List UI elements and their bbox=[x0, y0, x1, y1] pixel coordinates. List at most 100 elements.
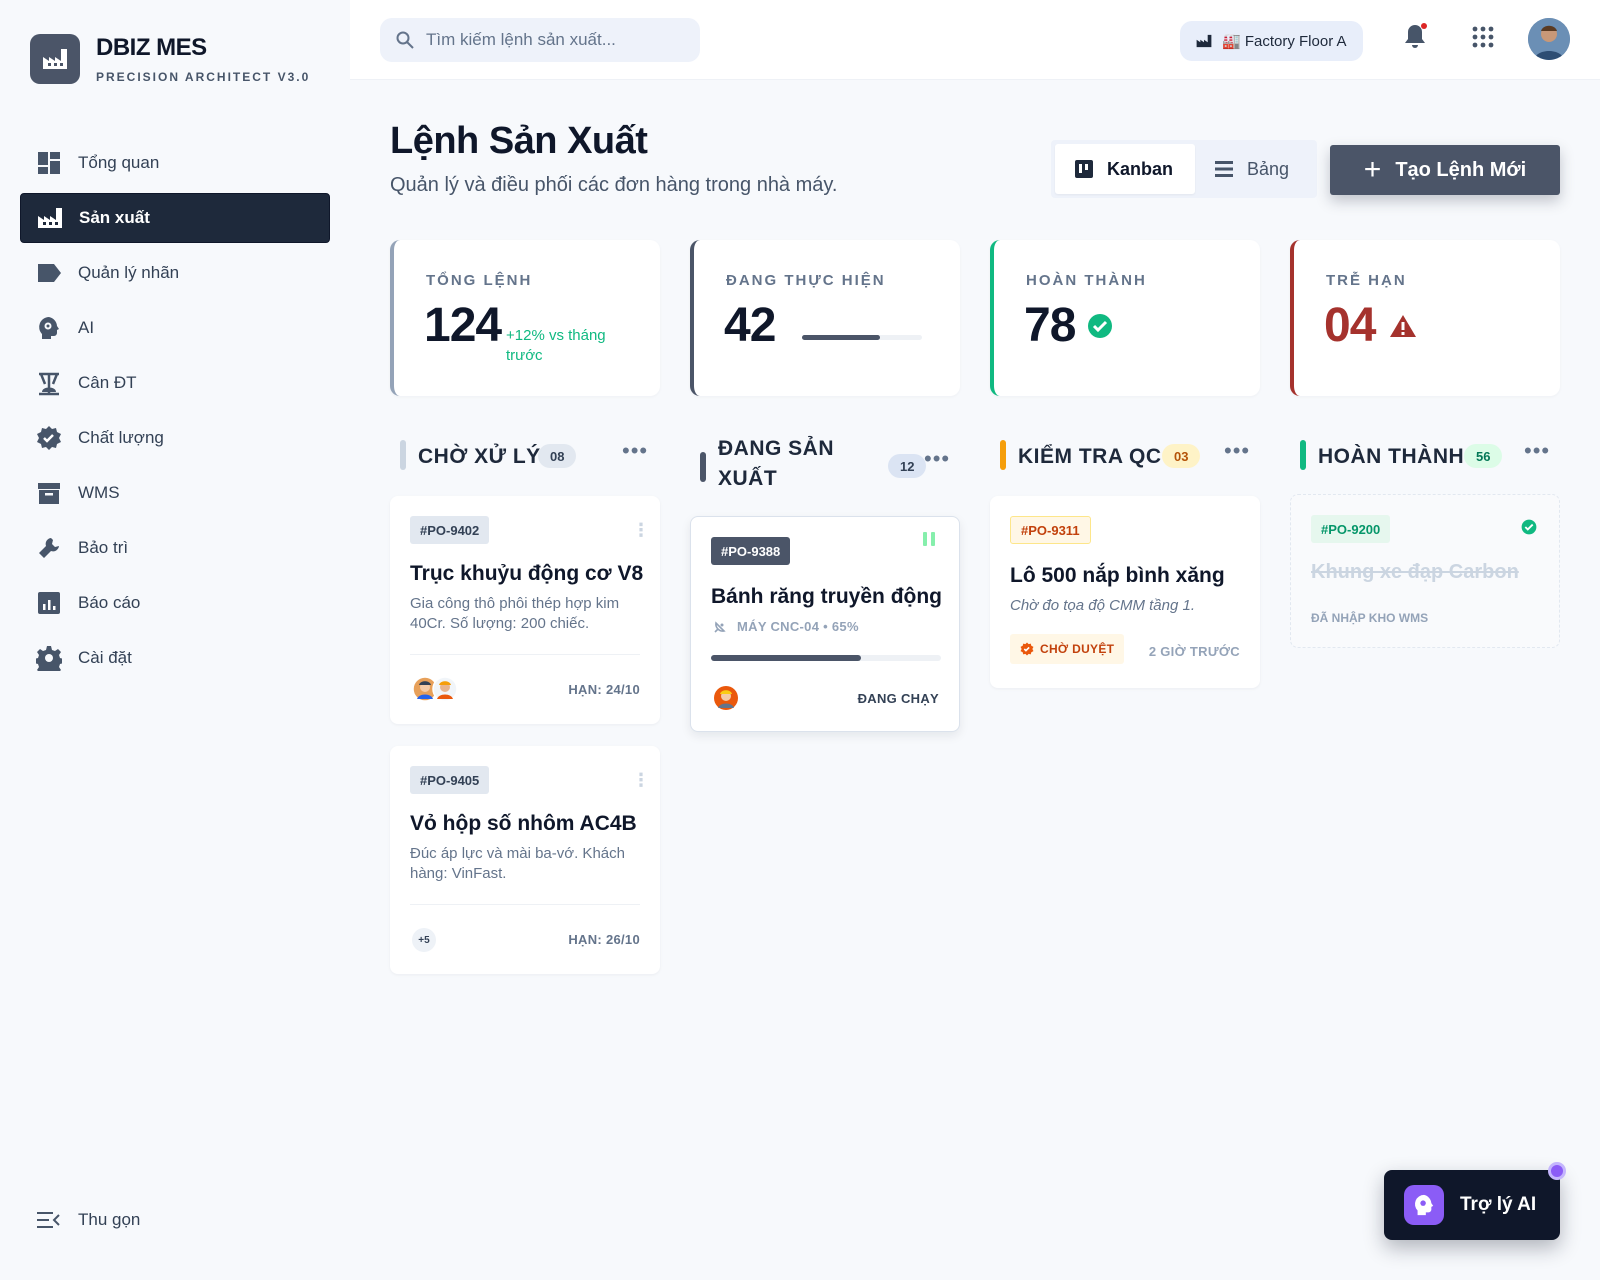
sidebar-item-label: WMS bbox=[78, 483, 120, 502]
card-menu-icon[interactable]: ⋮ bbox=[632, 520, 650, 540]
view-table-button[interactable]: Bảng bbox=[1195, 144, 1309, 194]
column-count: 08 bbox=[538, 444, 577, 468]
collapse-label: Thu gọn bbox=[78, 1210, 141, 1229]
ai-assistant-button[interactable]: Trợ lý AI bbox=[1384, 1162, 1566, 1240]
scale-icon bbox=[36, 370, 62, 396]
sidebar-item-label: Bảo trì bbox=[78, 538, 129, 557]
sidebar-item-label: Tổng quan bbox=[78, 153, 160, 172]
sidebar-item-scale[interactable]: Cân ĐT bbox=[20, 358, 330, 408]
notification-bell-icon[interactable] bbox=[1402, 22, 1428, 55]
factory-small-icon bbox=[1196, 34, 1212, 48]
machine-meta: MÁY CNC-04 • 65% bbox=[713, 619, 859, 634]
sidebar-item-labels[interactable]: Quản lý nhãn bbox=[20, 248, 330, 298]
view-table-label: Bảng bbox=[1247, 158, 1290, 179]
column-title-line: ĐANG SẢN bbox=[718, 437, 835, 460]
collapse-icon bbox=[36, 1211, 60, 1229]
avatar[interactable] bbox=[412, 676, 438, 702]
brand[interactable]: DBIZ MES PRECISION ARCHITECT V3.0 bbox=[30, 34, 310, 84]
stat-label: HOÀN THÀNH bbox=[1026, 272, 1147, 289]
order-card[interactable]: #PO-9311 Lô 500 nắp bình xăng Chờ đo tọa… bbox=[990, 496, 1260, 688]
stock-note: ĐÃ NHẬP KHO WMS bbox=[1311, 611, 1429, 625]
view-kanban-button[interactable]: Kanban bbox=[1055, 144, 1195, 194]
stat-value-number: 78 bbox=[1024, 299, 1076, 352]
view-toggle: Kanban Bảng bbox=[1051, 140, 1317, 198]
stat-in-progress: ĐANG THỰC HIỆN 42 bbox=[690, 240, 960, 396]
order-id-tag: #PO-9311 bbox=[1010, 516, 1091, 544]
stat-value: 124 bbox=[424, 299, 502, 352]
run-status: ĐANG CHẠY bbox=[857, 691, 939, 706]
factory-selector[interactable]: 🏭 Factory Floor A bbox=[1180, 21, 1363, 61]
search-icon bbox=[396, 31, 414, 49]
stat-value: 42 bbox=[724, 299, 776, 352]
status-badge: CHỜ DUYỆT bbox=[1010, 634, 1125, 664]
column-accent bbox=[700, 452, 706, 482]
more-options-icon[interactable]: ••• bbox=[622, 438, 649, 463]
view-kanban-label: Kanban bbox=[1107, 158, 1174, 179]
ai-assistant-icon bbox=[1404, 1185, 1444, 1225]
create-order-button[interactable]: + Tạo Lệnh Mới bbox=[1330, 145, 1560, 195]
column-accent bbox=[1300, 440, 1306, 470]
page-title: Lệnh Sản Xuất bbox=[390, 120, 648, 162]
stat-value: 04 bbox=[1324, 298, 1417, 353]
top-bar: 🏭 Factory Floor A bbox=[350, 0, 1600, 80]
stat-total: TỔNG LỆNH 124 +12% vs tháng trước bbox=[390, 240, 660, 396]
card-divider bbox=[410, 654, 640, 655]
sidebar-item-maintenance[interactable]: Bảo trì bbox=[20, 523, 330, 573]
progress-fill bbox=[802, 335, 880, 340]
order-card[interactable]: #PO-9405 ⋮ Vỏ hộp số nhôm AC4B Đúc áp lự… bbox=[390, 746, 660, 974]
column-header-done: HOÀN THÀNH 56 ••• bbox=[1300, 438, 1550, 498]
avatar[interactable] bbox=[713, 685, 739, 711]
column-title-line: XUẤT bbox=[718, 467, 778, 490]
pause-icon[interactable] bbox=[921, 531, 937, 547]
apps-grid-icon[interactable] bbox=[1472, 26, 1494, 53]
sidebar-item-label: Báo cáo bbox=[78, 593, 141, 612]
assignee-avatars bbox=[412, 676, 458, 702]
sidebar-item-wms[interactable]: WMS bbox=[20, 468, 330, 518]
column-count: 03 bbox=[1162, 444, 1201, 468]
more-options-icon[interactable]: ••• bbox=[924, 446, 951, 471]
column-count: 12 bbox=[888, 454, 927, 478]
report-chart-icon bbox=[36, 590, 62, 616]
card-menu-icon[interactable]: ⋮ bbox=[632, 770, 650, 790]
archive-icon bbox=[36, 480, 62, 506]
column-title: ĐANG SẢN XUẤT bbox=[718, 434, 834, 494]
column-header-qc: KIỂM TRA QC 03 ••• bbox=[1000, 438, 1250, 498]
order-card[interactable]: #PO-9402 ⋮ Trục khuỷu động cơ V8 Gia côn… bbox=[390, 496, 660, 724]
order-card-completed[interactable]: #PO-9200 Khung xe đạp Carbon ĐÃ NHẬP KHO… bbox=[1290, 494, 1560, 648]
check-circle-icon bbox=[1087, 313, 1113, 339]
sidebar-item-ai[interactable]: AI bbox=[20, 303, 330, 353]
sidebar-item-label: Sản xuất bbox=[79, 208, 150, 227]
order-card-active[interactable]: #PO-9388 Bánh răng truyền động MÁY CNC-0… bbox=[690, 516, 960, 732]
factory-logo-icon bbox=[30, 34, 80, 84]
create-order-label: Tạo Lệnh Mới bbox=[1395, 158, 1527, 181]
verified-badge-icon bbox=[36, 425, 62, 451]
search-box[interactable] bbox=[380, 18, 700, 62]
column-header-in-production: ĐANG SẢN XUẤT 12 ••• bbox=[700, 437, 951, 508]
warning-triangle-icon bbox=[1389, 314, 1417, 338]
more-options-icon[interactable]: ••• bbox=[1224, 438, 1251, 463]
card-description: Gia công thô phôi thép hợp kim 40Cr. Số … bbox=[410, 595, 620, 632]
search-input[interactable] bbox=[426, 30, 686, 50]
column-title: CHỜ XỬ LÝ bbox=[418, 445, 541, 468]
column-count: 56 bbox=[1464, 444, 1503, 468]
column-header-pending: CHỜ XỬ LÝ 08 ••• bbox=[400, 438, 650, 498]
brand-name: DBIZ MES bbox=[96, 34, 207, 61]
extra-assignees-badge[interactable]: +5 bbox=[412, 928, 436, 952]
column-accent bbox=[400, 440, 406, 470]
label-icon bbox=[36, 260, 62, 286]
stat-overdue: TRỄ HẠN 04 bbox=[1290, 240, 1560, 396]
more-options-icon[interactable]: ••• bbox=[1524, 438, 1551, 463]
sidebar-item-production[interactable]: Sản xuất bbox=[20, 193, 330, 243]
wrench-icon bbox=[36, 535, 62, 561]
card-divider bbox=[410, 904, 640, 905]
order-id-tag: #PO-9200 bbox=[1311, 515, 1391, 543]
sidebar-item-overview[interactable]: Tổng quan bbox=[20, 138, 330, 188]
user-avatar[interactable] bbox=[1528, 18, 1570, 60]
sidebar-item-quality[interactable]: Chất lượng bbox=[20, 413, 330, 463]
collapse-sidebar-button[interactable]: Thu gọn bbox=[36, 1210, 140, 1230]
sidebar-item-reports[interactable]: Báo cáo bbox=[20, 578, 330, 628]
stat-label: TRỄ HẠN bbox=[1326, 272, 1407, 289]
sidebar-item-label: AI bbox=[78, 318, 95, 337]
sidebar-item-settings[interactable]: Cài đặt bbox=[20, 633, 330, 683]
avatar[interactable] bbox=[432, 676, 458, 702]
